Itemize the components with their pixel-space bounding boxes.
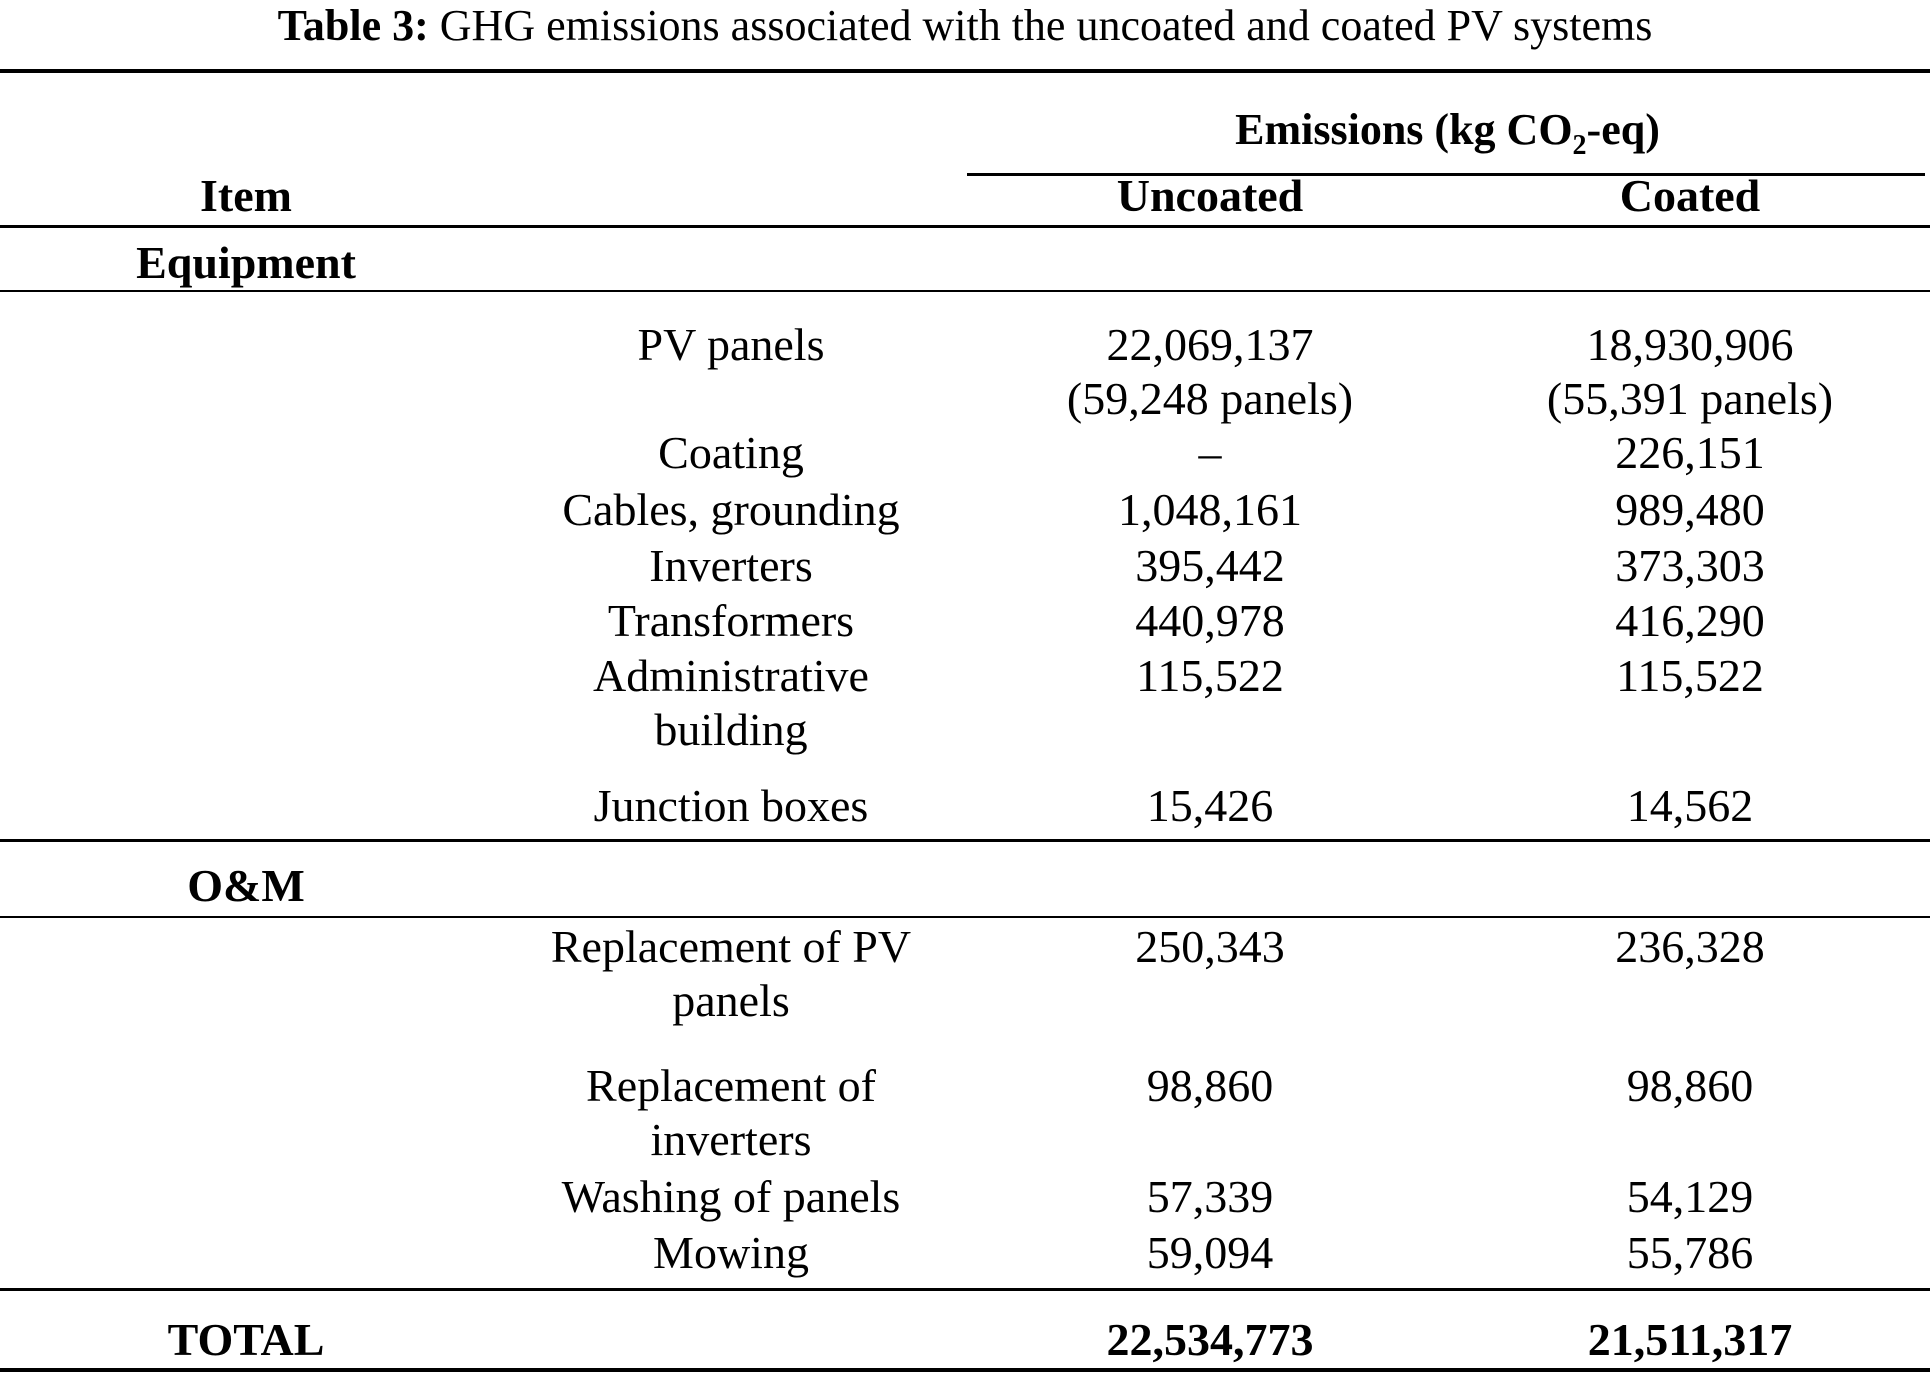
item-label-line-2: panels — [672, 975, 790, 1026]
item-label: Junction boxes — [593, 780, 869, 831]
total-uncoated-value: 22,534,773 — [1106, 1314, 1314, 1365]
coated-value: 236,328 — [1615, 921, 1765, 972]
coated-value: 226,151 — [1615, 427, 1765, 478]
item-label: Mowing — [653, 1227, 809, 1278]
item-label: Washing of panels — [561, 1171, 901, 1222]
total-coated-value: 21,511,317 — [1587, 1314, 1793, 1365]
table-caption-label: Table 3: — [277, 1, 429, 50]
item-label: Transformers — [607, 595, 855, 646]
uncoated-value: 115,522 — [1136, 650, 1284, 701]
coated-line-2: (55,391 panels) — [1546, 373, 1834, 424]
coated-value: 54,129 — [1626, 1171, 1754, 1222]
coated-value: 989,480 — [1615, 484, 1765, 535]
uncoated-value: 22,069,137 (59,248 panels) — [970, 318, 1450, 426]
rule-om-bottom — [0, 916, 1930, 918]
item-label-line-1: Administrative — [593, 650, 869, 701]
item-label-line-1: Replacement of PV — [550, 921, 912, 972]
uncoated-value: 57,339 — [1146, 1171, 1274, 1222]
section-label: O&M — [187, 860, 305, 911]
rule-om-top — [0, 839, 1930, 842]
coated-value: 14,562 — [1626, 780, 1754, 831]
item-label-line: PV panels — [637, 319, 825, 370]
item-label: Administrative building — [492, 649, 970, 757]
uncoated-value: 440,978 — [1135, 595, 1285, 646]
emissions-subscript: 2 — [1572, 129, 1587, 161]
emissions-prefix: Emissions (kg CO — [1235, 105, 1573, 154]
coated-value: 55,786 — [1626, 1227, 1754, 1278]
item-label-line-2: building — [654, 704, 808, 755]
col-header-uncoated: Uncoated — [1116, 170, 1304, 221]
rule-emissions-underline — [967, 173, 1925, 176]
item-label-line-1: Replacement of — [586, 1060, 876, 1111]
item-label: Coating — [658, 427, 804, 478]
total-label: TOTAL — [167, 1314, 325, 1365]
rule-header-bottom — [0, 225, 1930, 228]
uncoated-line-1: 22,069,137 — [1106, 319, 1314, 370]
table-caption-text: GHG emissions associated with the uncoat… — [428, 1, 1653, 50]
col-header-coated: Coated — [1619, 170, 1761, 221]
item-label: Replacement of PV panels — [492, 920, 970, 1028]
item-label: Replacement of inverters — [492, 1059, 970, 1167]
rule-equipment-bottom — [0, 290, 1930, 292]
emissions-group-header: Emissions (kg CO2-eq) — [970, 103, 1925, 173]
rule-bottom — [0, 1368, 1930, 1372]
coated-value: 373,303 — [1615, 540, 1765, 591]
uncoated-value: – — [1198, 427, 1222, 478]
rule-top — [0, 69, 1930, 73]
uncoated-value: 98,860 — [1146, 1060, 1274, 1111]
uncoated-line-2: (59,248 panels) — [1066, 373, 1354, 424]
uncoated-value: 59,094 — [1146, 1227, 1274, 1278]
item-label: Inverters — [649, 540, 813, 591]
coated-value: 98,860 — [1626, 1060, 1754, 1111]
emissions-suffix: -eq) — [1586, 105, 1660, 154]
rule-total-top — [0, 1288, 1930, 1291]
uncoated-value: 15,426 — [1146, 780, 1274, 831]
coated-value: 18,930,906 (55,391 panels) — [1450, 318, 1930, 426]
coated-line-1: 18,930,906 — [1586, 319, 1794, 370]
section-label: Equipment — [136, 237, 356, 288]
uncoated-value: 1,048,161 — [1118, 484, 1302, 535]
item-label-line-2: inverters — [650, 1114, 812, 1165]
col-header-item: Item — [200, 170, 292, 221]
table-caption: Table 3: GHG emissions associated with t… — [0, 2, 1930, 50]
coated-value: 416,290 — [1615, 595, 1765, 646]
item-label: PV panels — [492, 318, 970, 372]
item-label: Cables, grounding — [562, 484, 900, 535]
coated-value: 115,522 — [1616, 650, 1764, 701]
uncoated-value: 395,442 — [1135, 540, 1285, 591]
uncoated-value: 250,343 — [1135, 921, 1285, 972]
